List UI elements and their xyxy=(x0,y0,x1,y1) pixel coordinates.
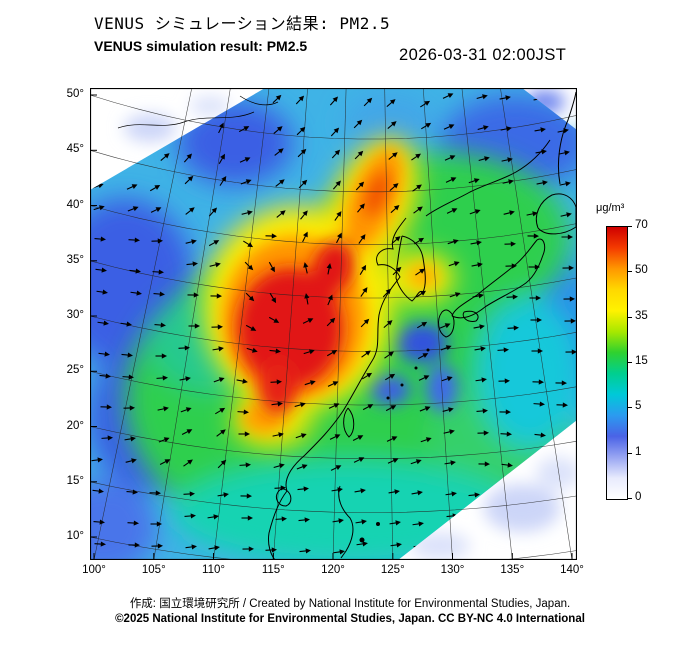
colorbar xyxy=(606,226,628,500)
lat-tick-label: 40° xyxy=(66,198,84,211)
lon-tick-label: 140° xyxy=(560,564,584,576)
colorbar-tick-label: 1 xyxy=(635,445,642,458)
honshu-coastline xyxy=(451,238,546,319)
title-japanese: VENUS シミュレーション結果: PM2.5 xyxy=(94,14,391,33)
colorbar-tick-label: 15 xyxy=(635,355,648,367)
colorbar-tick-label: 50 xyxy=(635,264,648,277)
coastlines xyxy=(117,91,577,561)
shikoku-coastline xyxy=(462,310,479,322)
title-english: VENUS simulation result: PM2.5 xyxy=(94,38,308,54)
lon-tick-label: 115° xyxy=(261,564,285,576)
ryukyu-islands xyxy=(359,348,430,543)
copyright-line: ©2025 National Institute for Environment… xyxy=(115,613,585,625)
lat-tick-label: 25° xyxy=(66,364,84,377)
colorbar-tick-label: 35 xyxy=(635,309,648,322)
colorbar-tick-mark xyxy=(627,452,632,454)
colorbar-tick-mark xyxy=(627,498,632,499)
inland-lake-outline xyxy=(117,111,255,129)
korea-coastline xyxy=(395,235,426,302)
lon-tick-label: 125° xyxy=(380,564,405,576)
colorbar-tick-mark xyxy=(627,407,632,409)
lat-tick-label: 15° xyxy=(66,474,84,487)
colorbar-tick-mark xyxy=(627,271,632,273)
lon-tick-label: 105° xyxy=(141,564,166,576)
lat-tick-label: 30° xyxy=(66,309,84,321)
credit-line: 作成: 国立環境研究所 / Created by National Instit… xyxy=(129,598,571,610)
lat-tick-label: 50° xyxy=(66,88,84,100)
colorbar-tick-mark xyxy=(627,226,632,227)
hokkaido-coastline xyxy=(535,193,577,235)
lat-tick-label: 20° xyxy=(66,419,84,432)
colorbar-tick-mark xyxy=(627,316,632,318)
lat-tick-label: 45° xyxy=(66,143,84,156)
colorbar-tick-label: 5 xyxy=(635,400,642,413)
luzon-coastline xyxy=(338,485,354,559)
map-canvas xyxy=(89,87,586,567)
kyushu-coastline xyxy=(438,309,455,338)
lon-tick-label: 130° xyxy=(440,564,465,576)
pm25-field xyxy=(90,88,577,560)
lat-tick-label: 35° xyxy=(66,253,84,266)
colorbar-tick-label: 70 xyxy=(635,219,648,231)
primorye-coastline xyxy=(425,139,551,217)
sakhalin-coastline xyxy=(557,91,577,185)
inland-river-outline xyxy=(239,95,279,106)
colorbar-tick-mark xyxy=(627,362,632,363)
timestamp: 2026-03-31 02:00JST xyxy=(399,46,567,64)
lon-tick-label: 120° xyxy=(321,564,345,576)
taiwan-coastline xyxy=(343,407,355,438)
china-coastline xyxy=(268,217,407,561)
colorbar-tick-label: 0 xyxy=(635,491,642,503)
lon-tick-label: 100° xyxy=(82,564,106,576)
axis-ticks xyxy=(90,94,573,560)
plot-frame xyxy=(89,87,578,561)
lon-tick-label: 135° xyxy=(500,564,525,576)
colorbar-unit-label: μg/m³ xyxy=(596,202,625,214)
map-plot xyxy=(89,87,586,567)
lon-tick-label: 110° xyxy=(202,564,225,576)
lat-tick-label: 10° xyxy=(66,530,84,542)
